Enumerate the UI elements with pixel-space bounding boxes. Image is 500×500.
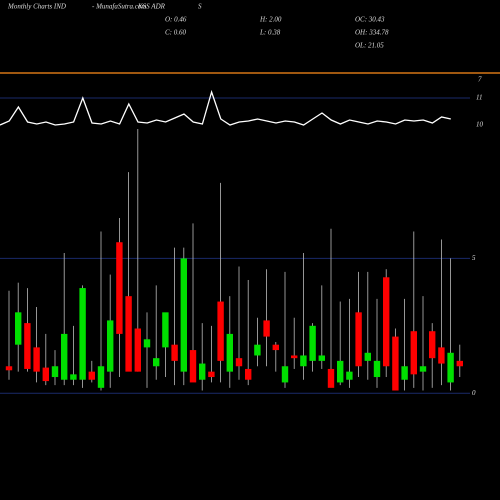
upper-label: 10 <box>476 121 484 129</box>
upper-label: 11 <box>476 94 482 102</box>
candle-body <box>125 296 132 372</box>
candle-body <box>355 312 362 367</box>
candle-body <box>107 320 114 372</box>
y-tick-label: 0 <box>472 389 476 397</box>
candle-body <box>226 333 233 372</box>
candle-body <box>171 344 178 361</box>
candle-body <box>392 336 399 391</box>
chart-title: Monthly Charts IND <box>7 3 66 11</box>
candle-body <box>364 352 371 361</box>
candle-body <box>291 355 298 359</box>
stat: OH: 334.78 <box>355 29 389 37</box>
candle-body <box>438 347 445 364</box>
candle-body <box>346 371 353 380</box>
candle-body <box>208 371 215 378</box>
stat: L: 0.38 <box>259 29 281 37</box>
candle-body <box>143 339 151 348</box>
upper-label: 7 <box>478 76 482 84</box>
candle-body <box>254 344 261 356</box>
candle-body <box>447 352 454 383</box>
candle-body <box>24 323 31 369</box>
candle-body <box>33 347 40 372</box>
candle-body <box>217 301 224 361</box>
candle-body <box>70 374 77 380</box>
candle-body <box>318 355 325 361</box>
candle-body <box>429 331 436 359</box>
candle-body <box>401 366 408 380</box>
symbol: KSS ADR <box>137 3 166 11</box>
candle-body <box>281 366 289 383</box>
candle-body <box>153 358 160 367</box>
code: S <box>198 3 202 11</box>
candle-body <box>61 333 68 380</box>
candle-body <box>15 312 22 345</box>
candle-body <box>327 368 335 388</box>
y-tick-label: 5 <box>472 254 476 262</box>
candle-body <box>245 368 252 380</box>
candle-body <box>5 366 13 371</box>
candle-body <box>51 366 59 378</box>
candle-body <box>79 288 86 380</box>
source: - MunafaSutra.com <box>92 3 146 11</box>
candle-body <box>189 350 197 383</box>
candle-body <box>134 328 141 372</box>
candle-body <box>97 366 105 388</box>
stat: H: 2.00 <box>259 16 282 24</box>
candle-body <box>180 258 187 372</box>
candle-body <box>42 367 49 382</box>
candle-body <box>456 360 463 367</box>
candle-body <box>419 366 427 372</box>
candle-body <box>116 242 123 334</box>
stat: OL: 21.05 <box>355 42 384 50</box>
stat: C: 0.60 <box>165 29 187 37</box>
candle-body <box>162 312 169 348</box>
candle-body <box>300 355 307 367</box>
candle-body <box>410 331 417 375</box>
candle-body <box>199 363 206 380</box>
candle-body <box>263 320 270 337</box>
upper-line <box>0 89 451 126</box>
candle-body <box>88 371 95 380</box>
candle-body <box>383 277 390 367</box>
stat: O: 0.46 <box>165 16 187 24</box>
candle-body <box>235 358 243 367</box>
candle-body <box>309 325 316 361</box>
candle-body <box>272 344 279 351</box>
candle-body <box>373 360 381 378</box>
stat: OC: 30.43 <box>355 16 385 24</box>
candle-body <box>337 360 344 383</box>
